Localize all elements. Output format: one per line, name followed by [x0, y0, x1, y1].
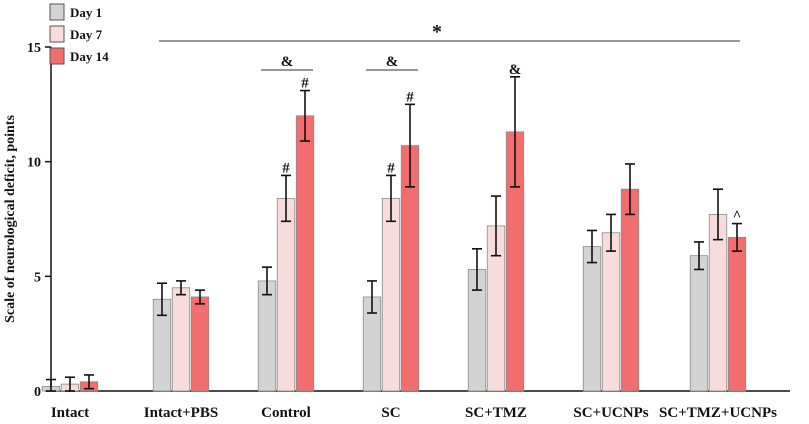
- bar: [381, 197, 401, 392]
- significance-star: *: [432, 21, 442, 43]
- bar: [689, 255, 709, 392]
- y-axis-label: Scale of neurological deficit, points: [3, 115, 18, 323]
- bar: [727, 236, 747, 392]
- bar: [190, 296, 210, 392]
- hash-mark: #: [406, 89, 414, 105]
- bar: [257, 280, 277, 392]
- bar: [601, 232, 621, 392]
- legend-swatch: [49, 3, 65, 21]
- x-tick-label: SC+UCNPs: [573, 405, 648, 421]
- bar: [708, 214, 728, 392]
- annotations: *&##&##&^: [159, 21, 741, 225]
- ampersand-mark: &: [386, 54, 399, 70]
- caret-mark: ^: [733, 209, 742, 225]
- bar: [295, 115, 315, 392]
- legend-label: Day 7: [70, 27, 103, 42]
- legend-label: Day 1: [70, 5, 102, 20]
- x-tick-label: SC+TMZ: [465, 405, 527, 421]
- hash-mark: #: [282, 160, 290, 176]
- ampersand-mark: &: [509, 62, 522, 78]
- legend-label: Day 14: [70, 49, 109, 64]
- x-tick-label: Intact: [51, 405, 89, 421]
- error-bars: [46, 76, 742, 392]
- bar: [276, 197, 296, 392]
- y-tick-label: 15: [27, 41, 41, 56]
- bar: [171, 287, 191, 392]
- ampersand-mark: &: [281, 54, 294, 70]
- y-tick-label: 10: [27, 156, 41, 171]
- legend: Day 1 Day 7 Day 14: [49, 3, 109, 65]
- x-tick-label: SC+TMZ+UCNPs: [659, 405, 777, 421]
- y-tick-label: 0: [34, 385, 41, 400]
- legend-swatch: [49, 47, 65, 65]
- legend-swatch: [49, 25, 65, 43]
- hash-mark: #: [387, 160, 395, 176]
- hash-mark: #: [301, 76, 309, 92]
- bars: [41, 115, 747, 392]
- bar: [620, 188, 640, 392]
- x-tick-label: Intact+PBS: [144, 405, 218, 421]
- axes: 0 5 10 15 Scale of neurological deficit, poi…: [3, 41, 790, 421]
- x-tick-label: Control: [261, 405, 311, 421]
- x-tick-label: SC: [381, 405, 400, 421]
- y-tick-label: 5: [34, 270, 41, 285]
- bar: [582, 246, 602, 392]
